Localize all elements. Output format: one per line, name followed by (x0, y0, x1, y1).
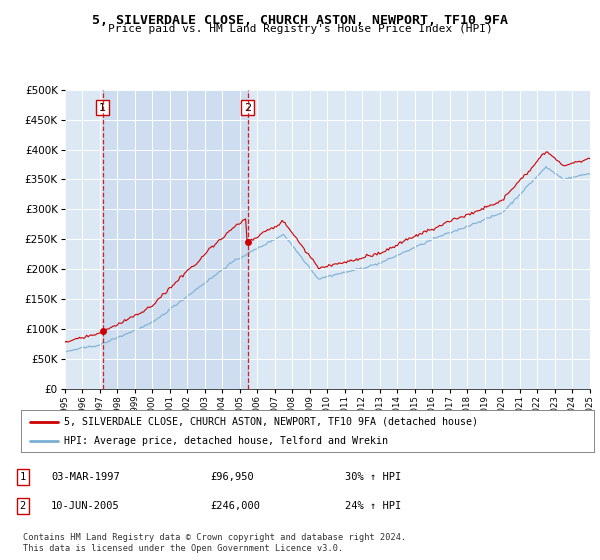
Text: 03-MAR-1997: 03-MAR-1997 (51, 472, 120, 482)
Text: HPI: Average price, detached house, Telford and Wrekin: HPI: Average price, detached house, Telf… (64, 436, 388, 446)
Text: 30% ↑ HPI: 30% ↑ HPI (345, 472, 401, 482)
Text: 10-JUN-2005: 10-JUN-2005 (51, 501, 120, 511)
Text: Price paid vs. HM Land Registry's House Price Index (HPI): Price paid vs. HM Land Registry's House … (107, 24, 493, 34)
Text: £246,000: £246,000 (210, 501, 260, 511)
Text: 2: 2 (20, 501, 26, 511)
Text: 24% ↑ HPI: 24% ↑ HPI (345, 501, 401, 511)
Text: 5, SILVERDALE CLOSE, CHURCH ASTON, NEWPORT, TF10 9FA: 5, SILVERDALE CLOSE, CHURCH ASTON, NEWPO… (92, 14, 508, 27)
Text: 5, SILVERDALE CLOSE, CHURCH ASTON, NEWPORT, TF10 9FA (detached house): 5, SILVERDALE CLOSE, CHURCH ASTON, NEWPO… (64, 417, 478, 427)
Text: 1: 1 (20, 472, 26, 482)
Text: 2: 2 (244, 102, 251, 113)
Text: Contains HM Land Registry data © Crown copyright and database right 2024.
This d: Contains HM Land Registry data © Crown c… (23, 533, 406, 553)
Text: £96,950: £96,950 (210, 472, 254, 482)
Bar (103, 90, 248, 389)
Text: 1: 1 (99, 102, 106, 113)
